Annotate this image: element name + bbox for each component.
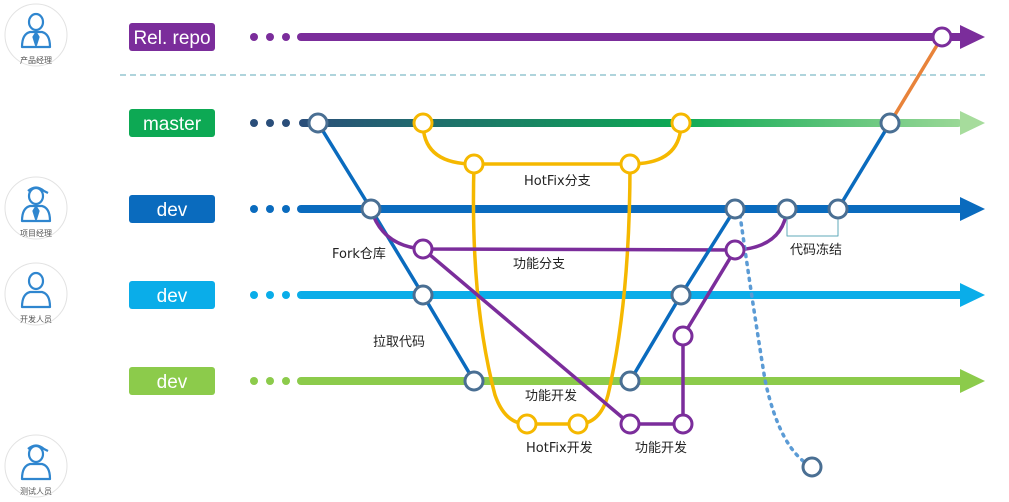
commit-node-hotfix-start [412, 112, 434, 134]
commit-node-dev-merge [724, 198, 746, 220]
test-link-dotted [738, 213, 814, 469]
feature-branch-line [369, 207, 737, 252]
commit-node-test [801, 456, 823, 478]
commit-node-local-start [463, 370, 485, 392]
branch-label-text: Rel. repo [133, 28, 210, 49]
commit-node-feature-merge [724, 239, 746, 261]
branch-label-text: dev [157, 200, 188, 221]
branch-label-dev-main: dev [129, 195, 215, 223]
role-product-manager: 产品经理 [4, 3, 68, 67]
person-tie-icon [20, 12, 52, 49]
person-cap-tie-icon [20, 186, 52, 223]
commit-node-dev-freeze [827, 198, 849, 220]
branch-label-text: master [143, 114, 202, 135]
branch-line-dev-main [297, 197, 985, 221]
leading-dots-dev-main [250, 205, 290, 213]
annotation-hotfix-branch: HotFix分支 [524, 174, 591, 189]
leading-dots-dev-local [250, 377, 290, 385]
commit-node-local-merge [619, 370, 641, 392]
branch-label-rel-repo: Rel. repo [129, 23, 215, 51]
pull-link-fork-to-local [421, 293, 476, 383]
branch-label-text: dev [157, 286, 188, 307]
commit-node-feature-start [412, 238, 434, 260]
feature-dev-diagonal [421, 247, 632, 426]
branch-line-master [299, 111, 985, 135]
branch-label-dev-fork: dev [129, 281, 215, 309]
merge-link-local-to-fork [628, 293, 683, 383]
annotation-code-freeze: 代码冻结 [790, 242, 842, 258]
leading-dots-rel-repo [250, 33, 290, 41]
branch-label-text: dev [157, 372, 188, 393]
commit-node-dev-feature-merge [776, 198, 798, 220]
role-project-manager: 项目经理 [4, 176, 68, 240]
commit-node-feature-dev-1 [619, 413, 641, 435]
leading-dots-dev-fork [250, 291, 290, 299]
branch-line-dev-local [297, 369, 985, 393]
person-cap-icon [20, 444, 52, 481]
release-link-dev-to-master [836, 121, 892, 211]
commit-node-hotfix-merge [670, 112, 692, 134]
role-tester: 测试人员 [4, 434, 68, 498]
code-freeze-bracket [786, 219, 839, 237]
commit-node-fork-pull [412, 284, 434, 306]
annotation-fork: Fork仓库 [332, 246, 386, 262]
person-icon [20, 271, 52, 309]
commit-node-repo-release [931, 26, 953, 48]
leading-dots-master [250, 119, 290, 127]
commit-node-dev-fork [360, 198, 382, 220]
release-link-master-to-repo [888, 35, 944, 125]
role-label-project-manager: 项目经理 [20, 228, 52, 238]
role-label-tester: 测试人员 [20, 486, 52, 496]
commit-node-feature-dev-3 [672, 325, 694, 347]
annotation-pull: 拉取代码 [373, 335, 425, 350]
commit-node-master-fork-start [307, 112, 329, 134]
annotation-hotfix-dev: HotFix开发 [526, 440, 593, 456]
commit-node-hotfix-branch-1 [463, 153, 485, 175]
branch-line-dev-fork [297, 283, 985, 307]
branch-label-master: master [129, 109, 215, 137]
commit-node-hotfix-dev-1 [516, 413, 538, 435]
branch-line-rel-repo [297, 25, 985, 49]
commit-node-master-release [879, 112, 901, 134]
fork-link-master-to-dev [316, 121, 373, 211]
annotation-feature-branch: 功能分支 [513, 257, 565, 272]
role-label-developer: 开发人员 [20, 314, 52, 324]
annotation-feature-dev-1: 功能开发 [525, 388, 577, 404]
commit-node-feature-dev-2 [672, 413, 694, 435]
commit-node-hotfix-branch-2 [619, 153, 641, 175]
role-developer: 开发人员 [4, 262, 68, 326]
hotfix-branch-top [421, 121, 683, 166]
branch-label-dev-local: dev [129, 367, 215, 395]
commit-node-fork-merge [670, 284, 692, 306]
merge-link-fork-to-dev [679, 207, 737, 297]
fork-link-dev-to-fork [369, 207, 425, 297]
commit-node-hotfix-dev-2 [567, 413, 589, 435]
annotation-feature-dev-2: 功能开发 [635, 440, 687, 456]
role-label-product-manager: 产品经理 [20, 55, 52, 65]
